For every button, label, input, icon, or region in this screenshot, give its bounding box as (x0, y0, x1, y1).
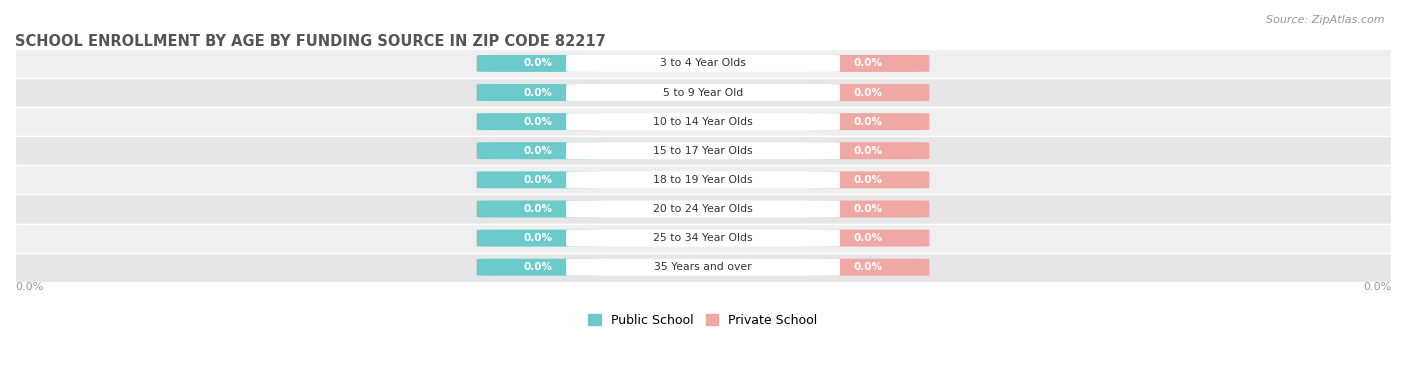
Text: 10 to 14 Year Olds: 10 to 14 Year Olds (654, 116, 752, 127)
FancyBboxPatch shape (567, 201, 839, 218)
Text: 25 to 34 Year Olds: 25 to 34 Year Olds (654, 233, 752, 243)
FancyBboxPatch shape (807, 230, 929, 247)
FancyBboxPatch shape (567, 172, 839, 188)
FancyBboxPatch shape (567, 84, 839, 101)
Text: 0.0%: 0.0% (853, 58, 883, 68)
FancyBboxPatch shape (807, 201, 929, 218)
FancyBboxPatch shape (477, 142, 599, 159)
Bar (15, 136, 1391, 165)
FancyBboxPatch shape (567, 259, 839, 276)
FancyBboxPatch shape (807, 142, 929, 159)
Text: SCHOOL ENROLLMENT BY AGE BY FUNDING SOURCE IN ZIP CODE 82217: SCHOOL ENROLLMENT BY AGE BY FUNDING SOUR… (15, 34, 606, 49)
Text: 0.0%: 0.0% (523, 87, 553, 98)
Text: 0.0%: 0.0% (853, 116, 883, 127)
Legend: Public School, Private School: Public School, Private School (588, 314, 818, 327)
Text: 18 to 19 Year Olds: 18 to 19 Year Olds (654, 175, 752, 185)
Text: 0.0%: 0.0% (523, 146, 553, 156)
FancyBboxPatch shape (567, 55, 839, 72)
Bar (15, 195, 1391, 224)
FancyBboxPatch shape (567, 142, 839, 159)
FancyBboxPatch shape (807, 172, 929, 188)
FancyBboxPatch shape (477, 201, 599, 218)
Text: 0.0%: 0.0% (853, 262, 883, 272)
FancyBboxPatch shape (477, 230, 599, 247)
FancyBboxPatch shape (567, 113, 839, 130)
FancyBboxPatch shape (477, 259, 599, 276)
Text: 0.0%: 0.0% (523, 204, 553, 214)
FancyBboxPatch shape (807, 259, 929, 276)
Bar (15, 253, 1391, 282)
FancyBboxPatch shape (807, 84, 929, 101)
Text: 0.0%: 0.0% (523, 262, 553, 272)
Text: 0.0%: 0.0% (523, 175, 553, 185)
Text: 0.0%: 0.0% (853, 233, 883, 243)
FancyBboxPatch shape (477, 84, 599, 101)
Text: 0.0%: 0.0% (523, 116, 553, 127)
Text: 0.0%: 0.0% (853, 87, 883, 98)
FancyBboxPatch shape (477, 172, 599, 188)
Bar (15, 165, 1391, 195)
Text: 3 to 4 Year Olds: 3 to 4 Year Olds (659, 58, 747, 68)
Bar (15, 107, 1391, 136)
Text: 0.0%: 0.0% (1362, 282, 1391, 292)
FancyBboxPatch shape (807, 113, 929, 130)
Bar (15, 49, 1391, 78)
Text: 5 to 9 Year Old: 5 to 9 Year Old (662, 87, 744, 98)
Bar (15, 224, 1391, 253)
Text: 15 to 17 Year Olds: 15 to 17 Year Olds (654, 146, 752, 156)
Text: 0.0%: 0.0% (523, 58, 553, 68)
Text: 20 to 24 Year Olds: 20 to 24 Year Olds (654, 204, 752, 214)
FancyBboxPatch shape (477, 113, 599, 130)
Text: 0.0%: 0.0% (853, 146, 883, 156)
Bar (15, 78, 1391, 107)
Text: 0.0%: 0.0% (15, 282, 44, 292)
Text: 35 Years and over: 35 Years and over (654, 262, 752, 272)
Text: 0.0%: 0.0% (523, 233, 553, 243)
FancyBboxPatch shape (567, 230, 839, 247)
Text: 0.0%: 0.0% (853, 175, 883, 185)
FancyBboxPatch shape (477, 55, 599, 72)
Text: Source: ZipAtlas.com: Source: ZipAtlas.com (1267, 15, 1385, 25)
FancyBboxPatch shape (807, 55, 929, 72)
Text: 0.0%: 0.0% (853, 204, 883, 214)
